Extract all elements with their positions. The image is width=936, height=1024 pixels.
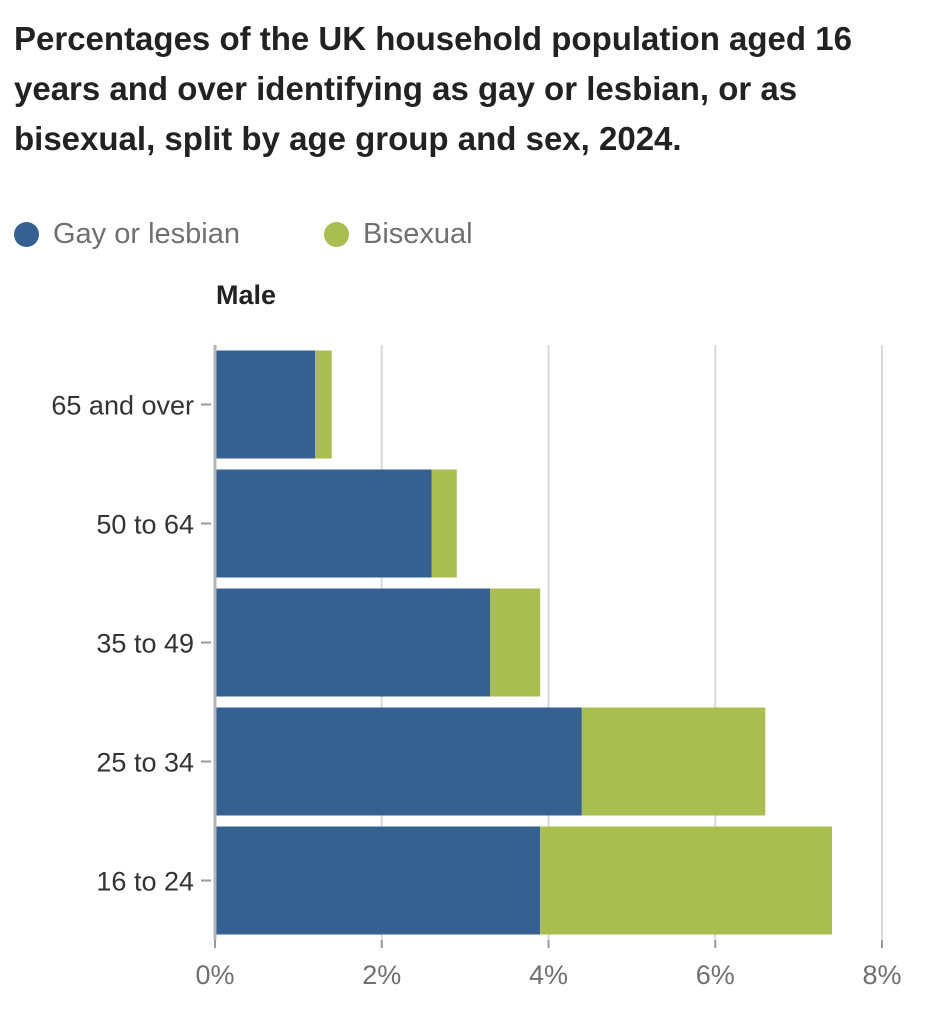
x-tick-label: 0% (195, 960, 234, 990)
y-tick-label: 50 to 64 (96, 510, 194, 540)
bar-16-to-24-bisexual[interactable] (540, 826, 832, 935)
bar-65-and-over-gay-or-lesbian[interactable] (215, 350, 316, 459)
legend-swatch-gay-or-lesbian (14, 221, 39, 247)
y-tick-label: 25 to 34 (96, 748, 194, 778)
bar-16-to-24-gay-or-lesbian[interactable] (215, 826, 541, 935)
panel-title: Male (216, 280, 277, 310)
legend-label-gay-or-lesbian: Gay or lesbian (53, 217, 240, 250)
legend: Gay or lesbian Bisexual (14, 214, 557, 254)
bar-25-to-34-bisexual[interactable] (581, 707, 766, 816)
legend-item-gay-or-lesbian[interactable]: Gay or lesbian (14, 218, 240, 251)
x-tick-label: 2% (362, 960, 401, 990)
bar-chart: 65 and over 50 to 64 35 to 49 25 to 34 16 to… (51, 345, 902, 990)
bar-25-to-34-gay-or-lesbian[interactable] (215, 707, 582, 816)
x-tick-label: 4% (529, 960, 568, 990)
y-tick-label: 65 and over (51, 391, 194, 421)
bar-65-and-over-bisexual[interactable] (315, 350, 332, 459)
bar-50-to-64-gay-or-lesbian[interactable] (215, 469, 432, 578)
chart-title: Percentages of the UK household populati… (14, 20, 852, 157)
legend-label-bisexual: Bisexual (363, 217, 473, 250)
bar-35-to-49-gay-or-lesbian[interactable] (215, 588, 491, 697)
x-tick-label: 8% (862, 960, 901, 990)
x-tick-label: 6% (696, 960, 735, 990)
legend-item-bisexual[interactable]: Bisexual (324, 218, 473, 251)
bar-50-to-64-bisexual[interactable] (431, 469, 457, 578)
y-tick-label: 16 to 24 (96, 867, 194, 897)
y-tick-label: 35 to 49 (96, 629, 194, 659)
legend-swatch-bisexual (324, 221, 349, 247)
bar-35-to-49-bisexual[interactable] (490, 588, 541, 697)
